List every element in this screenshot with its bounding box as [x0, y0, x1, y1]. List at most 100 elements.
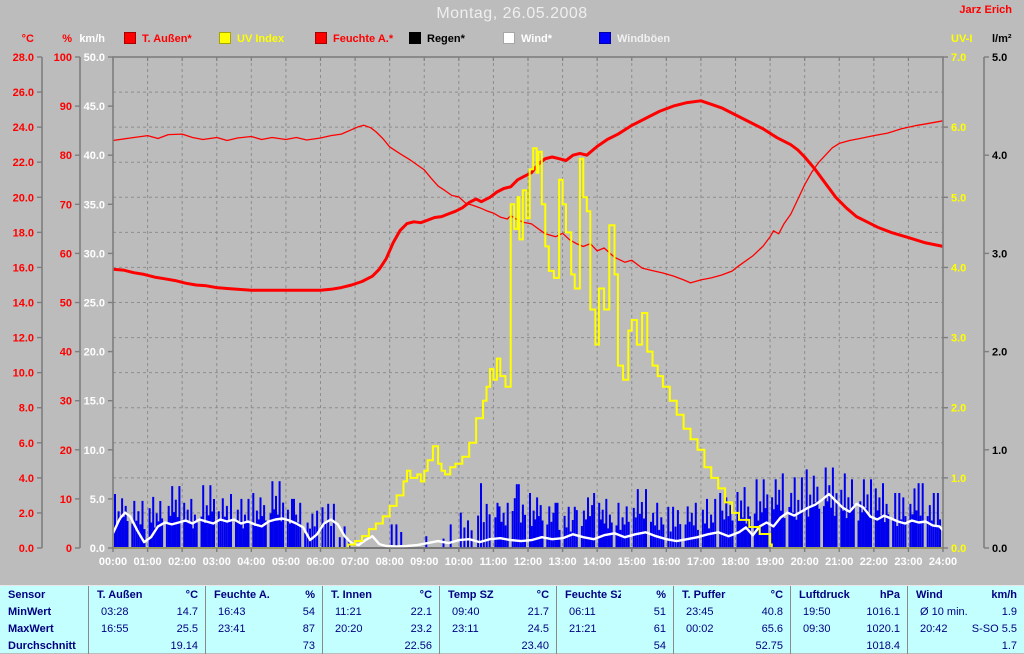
stat-row: 23:41 87 [206, 620, 322, 637]
axis-tick-label: 90 [60, 101, 72, 113]
stat-row-label: MaxWert [8, 622, 54, 635]
legend-label: Windböen [617, 33, 671, 45]
axis-tick-label: 0.0 [19, 543, 34, 555]
axis-tick-label: 3.0 [992, 248, 1007, 260]
stat-cell-time: Wind [916, 588, 943, 601]
stat-cell-time: Luftdruck [799, 588, 850, 601]
stat-cell-value: % [656, 588, 667, 601]
stats-row-labels: Sensor MinWert MaxWert Durchschnitt [0, 586, 88, 654]
stat-cell-time: 21:21 [569, 622, 597, 635]
stat-row: 09:40 21.7 [440, 603, 556, 620]
stat-cell-value: 19.14 [170, 639, 199, 652]
legend-item-4: Regen* [409, 29, 465, 45]
stat-cell-value: 40.8 [761, 605, 784, 618]
stat-row: Luftdruck hPa [791, 586, 907, 603]
stat-cell-value: 1016.1 [866, 605, 901, 618]
stat-row: 09:30 1020.1 [791, 620, 907, 637]
stat-cell-value: 25.5 [176, 622, 199, 635]
stat-row: Temp SZ °C [440, 586, 556, 603]
stat-row: 23:45 40.8 [674, 603, 790, 620]
stat-cell-value: 22.56 [404, 639, 433, 652]
legend-swatch [599, 32, 611, 44]
axis-tick-label: 15.0 [84, 396, 105, 408]
axis-header-hum: % [62, 33, 72, 45]
stat-row: 03:28 14.7 [89, 603, 205, 620]
stat-row: 22.56 [323, 637, 439, 654]
axis-tick-label: 5.0 [951, 192, 966, 204]
stat-row: Feuchte A.% [206, 586, 322, 603]
stat-row: T. Puffer °C [674, 586, 790, 603]
stat-cell-time: 23:45 [686, 605, 714, 618]
legend-swatch [409, 32, 421, 44]
axis-tick-label: 10.0 [84, 445, 105, 457]
stat-row-label: MinWert [8, 605, 52, 618]
stat-row: 23.40 [440, 637, 556, 654]
stat-cell-value: 21.7 [527, 605, 550, 618]
axis-tick-label: 18.0 [13, 227, 34, 239]
x-axis-label: 23:00 [894, 556, 922, 568]
legend-item-2: UV Index [219, 29, 284, 45]
axis-tick-label: 4.0 [992, 150, 1007, 162]
stat-row: 21:21 61 [557, 620, 673, 637]
stat-cell-value: 14.7 [176, 605, 199, 618]
axis-tick-label: 5.0 [90, 494, 105, 506]
x-axis-label: 14:00 [583, 556, 611, 568]
stat-cell-value: 22.1 [410, 605, 433, 618]
axis-tick-label: 6.0 [19, 438, 34, 450]
stat-row: Feuchte SZ% [557, 586, 673, 603]
stat-row: 1.7 [908, 637, 1024, 654]
axis-tick-label: 10.0 [13, 368, 34, 380]
stat-cell-time: Feuchte SZ [565, 588, 621, 601]
x-axis-label: 02:00 [168, 556, 196, 568]
legend-swatch [124, 32, 136, 44]
stat-cell-time: 06:11 [569, 605, 596, 618]
axis-header-rain: l/m² [992, 33, 1012, 45]
stat-cell-value: 23.2 [410, 622, 433, 635]
axis-tick-label: 40 [60, 347, 72, 359]
stat-row: 73 [206, 637, 322, 654]
axis-header-wind: km/h [79, 33, 105, 45]
stat-cell-time: T. Außen [97, 588, 143, 601]
legend-label: Feuchte A.* [333, 33, 394, 45]
axis-tick-label: 1.0 [951, 473, 966, 485]
x-axis-label: 00:00 [99, 556, 127, 568]
axis-tick-label: 0.0 [90, 543, 105, 555]
stat-cell-value: 65.6 [761, 622, 784, 635]
stat-cell-time: 16:55 [101, 622, 129, 635]
stat-cell-time: 23:11 [452, 622, 479, 635]
axis-tick-label: 3.0 [951, 333, 966, 345]
stats-group-t-au-en: T. Außen °C 03:28 14.7 16:55 25.5 19.14 [88, 586, 205, 654]
axis-tick-label: 26.0 [13, 87, 34, 99]
stat-cell-value: hPa [879, 588, 901, 601]
x-axis-label: 04:00 [237, 556, 265, 568]
axis-tick-label: 25.0 [84, 298, 105, 310]
axis-tick-label: 30 [60, 396, 72, 408]
axis-header-uv: UV-I [951, 33, 972, 45]
x-axis-label: 21:00 [825, 556, 853, 568]
stat-cell-value: 73 [302, 639, 316, 652]
stat-cell-value: 51 [653, 605, 667, 618]
axis-tick-label: 8.0 [19, 403, 34, 415]
legend-label: Wind* [521, 33, 553, 45]
series-uv-index [113, 147, 943, 549]
stat-cell-value: 1.7 [1001, 639, 1018, 652]
x-axis-label: 18:00 [721, 556, 749, 568]
page-title: Montag, 26.05.2008 [436, 5, 588, 22]
x-axis-label: 13:00 [549, 556, 577, 568]
stat-cell-value: 23.40 [521, 639, 550, 652]
x-axis-label: 16:00 [652, 556, 680, 568]
axis-tick-label: 1.0 [992, 445, 1007, 457]
series-wind [111, 492, 944, 548]
axis-tick-label: 2.0 [951, 403, 966, 415]
stat-cell-value: 1020.1 [866, 622, 901, 635]
stat-cell-time: 20:42 [920, 622, 948, 635]
x-axis-label: 03:00 [203, 556, 231, 568]
stat-cell-time: 11:21 [335, 605, 362, 618]
stat-cell-time: Temp SZ [448, 588, 494, 601]
stat-row: T. Außen °C [89, 586, 205, 603]
legend-swatch [219, 32, 231, 44]
axis-tick-label: 5.0 [992, 52, 1007, 64]
stat-row: T. Innen °C [323, 586, 439, 603]
axis-tick-label: 4.0 [19, 473, 34, 485]
axis-tick-label: 16.0 [13, 262, 34, 274]
